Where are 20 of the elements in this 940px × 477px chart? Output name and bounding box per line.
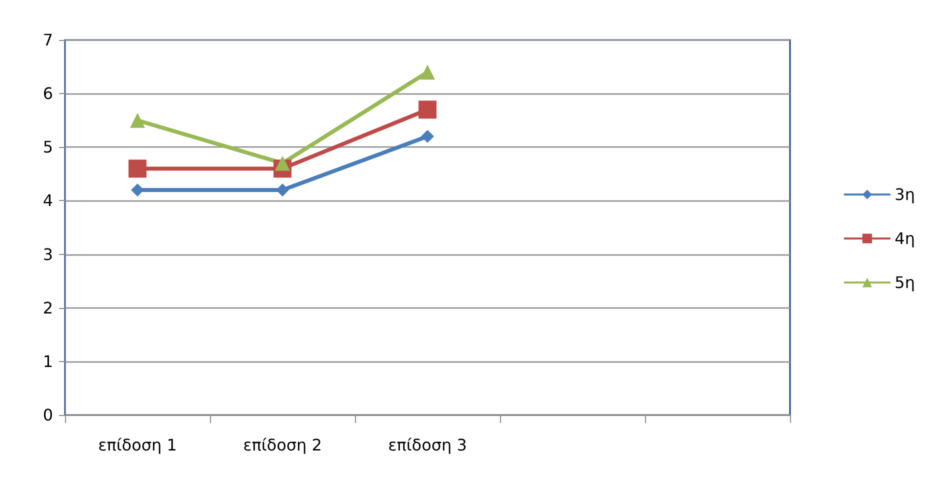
point [128,160,146,178]
point [275,156,290,171]
point [420,64,435,80]
y-tick-label: 4 [42,191,53,210]
legend-label: 4η [894,229,916,248]
point [421,130,434,143]
x-tick-label: επίδοση 1 [98,436,177,454]
point [418,100,436,119]
y-tick-label: 2 [42,298,53,318]
y-tick-label: 3 [42,244,53,264]
y-tick-label: 1 [42,352,53,371]
x-tick-label: επίδοση 3 [388,436,467,454]
y-tick-label: 7 [42,30,53,50]
y-tick-label: 6 [42,84,53,104]
legend-label: 3η [894,185,916,204]
point [130,112,145,128]
legend-label: 5η [894,273,916,292]
y-tick-label: 0 [42,406,53,424]
x-tick-label: επίδοση 2 [243,436,322,454]
y-tick-label: 5 [42,138,53,157]
